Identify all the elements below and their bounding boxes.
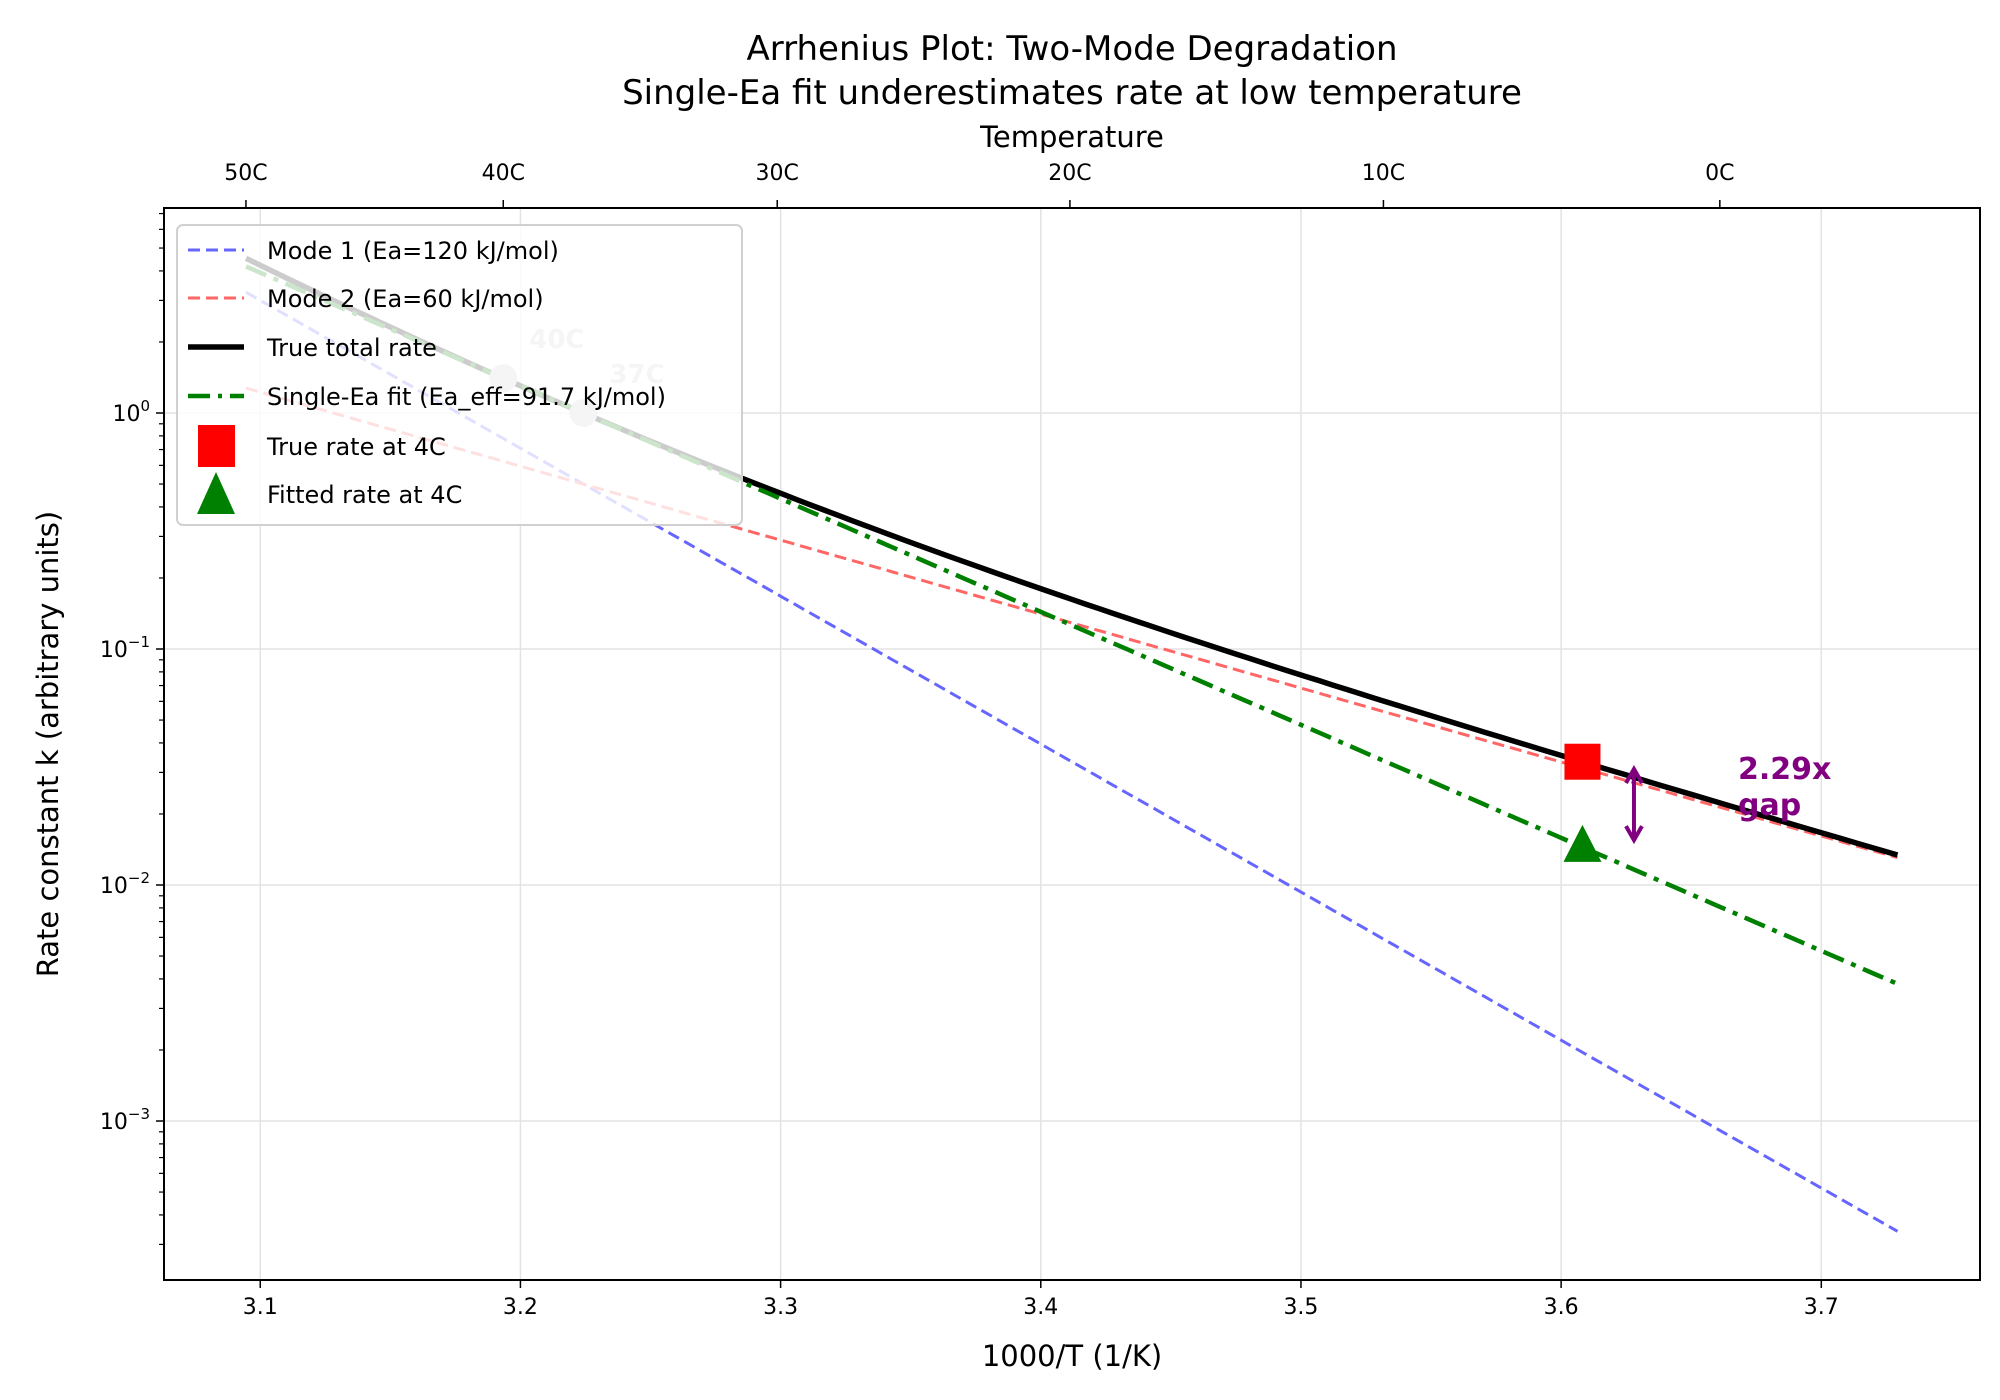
top-tick-label: 50C — [224, 161, 267, 186]
legend-frame — [176, 224, 743, 526]
series-line-2 — [245, 386, 1898, 860]
y-axis-title: Rate constant k (arbitrary units) — [31, 511, 65, 977]
top-axis-title: Temperature — [979, 120, 1164, 154]
legend: Mode 1 (Ea=120 kJ/mol) Mode 2 (Ea=60 kJ/m… — [176, 224, 743, 526]
top-tick-label: 20C — [1048, 161, 1091, 186]
legend-label: True total rate — [266, 334, 437, 362]
y-tick-label: 10−2 — [100, 869, 150, 899]
chart-title: Arrhenius Plot: Two-Mode Degradation — [746, 29, 1397, 69]
y-tick-label: 100 — [112, 397, 150, 427]
top-tick-label: 0C — [1705, 161, 1734, 186]
top-tick-label: 30C — [756, 161, 799, 186]
x-tick-label: 3.2 — [503, 1295, 538, 1320]
x-tick-label: 3.3 — [763, 1295, 798, 1320]
legend-label: Mode 2 (Ea=60 kJ/mol) — [267, 285, 544, 313]
legend-label: Fitted rate at 4C — [267, 481, 462, 509]
legend-label: Single-Ea fit (Ea_eff=91.7 kJ/mol) — [267, 383, 666, 411]
true-rate-marker — [1564, 743, 1601, 780]
x-tick-label: 3.7 — [1804, 1295, 1839, 1320]
legend-label: True rate at 4C — [266, 433, 446, 461]
axes-frame — [163, 207, 1981, 1281]
y-tick-label: 10−3 — [100, 1105, 150, 1135]
x-axis-title: 1000/T (1/K) — [982, 1339, 1162, 1373]
legend-handle-square — [198, 425, 235, 467]
x-tick-label: 3.5 — [1283, 1295, 1318, 1320]
legend-label: Mode 1 (Ea=120 kJ/mol) — [267, 237, 559, 265]
ticks: 3.1 3.2 3.3 3.4 3.5 3.6 3.7 100 10−1 10−2 10−3 50C 4… — [100, 161, 1839, 1320]
legend-handle-triangle — [197, 472, 235, 514]
chart-subtitle: Single-Ea fit underestimates rate at low… — [622, 73, 1522, 113]
fitted-rate-marker — [1563, 824, 1602, 862]
top-tick-label: 10C — [1362, 161, 1405, 186]
gap-arrow-head-down — [1624, 825, 1644, 845]
x-tick-label: 3.6 — [1544, 1295, 1579, 1320]
gap-annotation-value: 2.29x — [1738, 752, 1831, 787]
gap-arrow-head-up — [1624, 765, 1644, 785]
x-tick-label: 3.1 — [243, 1295, 278, 1320]
top-tick-label: 40C — [482, 161, 525, 186]
x-tick-label: 3.4 — [1023, 1295, 1058, 1320]
y-tick-label: 10−1 — [100, 633, 150, 663]
gap-annotation-label: gap — [1738, 788, 1801, 823]
